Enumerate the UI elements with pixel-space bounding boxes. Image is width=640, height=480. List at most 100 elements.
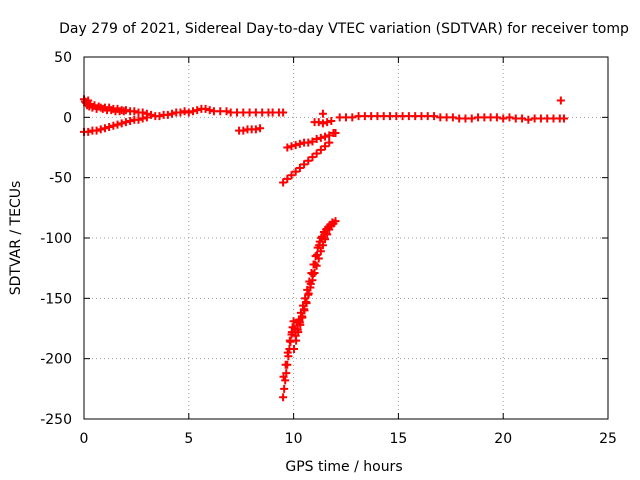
data-point (105, 122, 114, 131)
data-point (142, 113, 151, 122)
y-tick-label: -250 (40, 412, 72, 428)
data-point (311, 252, 320, 261)
data-point (325, 138, 334, 147)
data-point (559, 114, 568, 123)
data-point (294, 316, 303, 325)
data-point (134, 115, 143, 124)
data-point (126, 116, 135, 125)
series-4 (279, 138, 334, 187)
data-point (205, 106, 214, 115)
data-point (256, 124, 265, 133)
data-point (499, 114, 508, 123)
data-point (300, 160, 309, 169)
x-tick-label: 10 (285, 431, 303, 447)
data-point (239, 126, 248, 135)
data-point (184, 108, 193, 117)
plot-frame (83, 56, 609, 420)
data-point (299, 301, 308, 310)
data-point (309, 260, 318, 269)
data-point (304, 138, 313, 147)
data-point (279, 372, 288, 381)
data-point (323, 118, 332, 127)
series-3 (283, 129, 340, 152)
data-point (100, 124, 109, 133)
data-point (251, 125, 260, 134)
x-tick-label: 15 (389, 431, 407, 447)
data-point (308, 137, 317, 146)
data-point (201, 104, 210, 113)
data-point (292, 336, 301, 345)
data-point (295, 164, 304, 173)
data-point (188, 107, 197, 116)
y-tick-label: 0 (63, 110, 72, 126)
data-point (193, 106, 202, 115)
data-point (180, 107, 189, 116)
data-point (121, 118, 130, 127)
x-tick-label: 0 (80, 431, 89, 447)
data-point (287, 142, 296, 151)
data-point (321, 142, 330, 151)
data-point (283, 143, 292, 152)
data-point (176, 108, 185, 117)
data-point (281, 360, 290, 369)
data-points (80, 95, 568, 402)
x-tick-label: 5 (184, 431, 193, 447)
data-point (556, 96, 565, 105)
data-point (168, 109, 177, 118)
series-1 (80, 113, 151, 136)
data-point (117, 119, 126, 128)
data-point (147, 110, 156, 119)
data-point (109, 121, 118, 130)
data-point (130, 107, 139, 116)
data-point (308, 153, 317, 162)
data-point (301, 294, 310, 303)
data-point (279, 178, 288, 187)
data-point (318, 109, 327, 118)
y-tick-label: -150 (40, 291, 72, 307)
series-5 (310, 96, 568, 128)
data-point (304, 156, 313, 165)
data-point (328, 218, 337, 227)
series-2 (235, 124, 265, 135)
data-point (312, 135, 321, 144)
data-point (308, 270, 317, 279)
y-tick-label: -100 (40, 231, 72, 247)
data-point (316, 133, 325, 142)
data-point (291, 167, 300, 176)
data-point (279, 393, 288, 402)
data-point (294, 328, 303, 337)
data-point (317, 232, 326, 241)
data-point (348, 113, 357, 122)
data-point (314, 118, 323, 127)
data-point (84, 127, 93, 136)
data-point (327, 116, 336, 125)
data-point (318, 119, 327, 128)
y-tick-label: -200 (40, 352, 72, 368)
data-point (287, 171, 296, 180)
data-point (303, 285, 312, 294)
data-point (121, 106, 130, 115)
data-point (313, 250, 322, 259)
data-point (291, 141, 300, 150)
data-point (155, 112, 164, 121)
data-point (163, 110, 172, 119)
data-point (430, 112, 439, 121)
data-point (295, 139, 304, 148)
data-point (505, 113, 514, 122)
data-point (312, 149, 321, 158)
chart-title: Day 279 of 2021, Sidereal Day-to-day VTE… (59, 21, 629, 37)
data-point (321, 132, 330, 141)
data-point (96, 125, 105, 134)
data-point (138, 114, 147, 123)
data-point (492, 113, 501, 122)
series-6 (279, 217, 340, 402)
data-point (467, 114, 476, 123)
data-point (448, 113, 457, 122)
data-point (280, 384, 289, 393)
data-point (316, 145, 325, 154)
data-point (283, 174, 292, 183)
series-0 (80, 95, 288, 121)
data-point (222, 107, 231, 116)
data-point (305, 277, 314, 286)
